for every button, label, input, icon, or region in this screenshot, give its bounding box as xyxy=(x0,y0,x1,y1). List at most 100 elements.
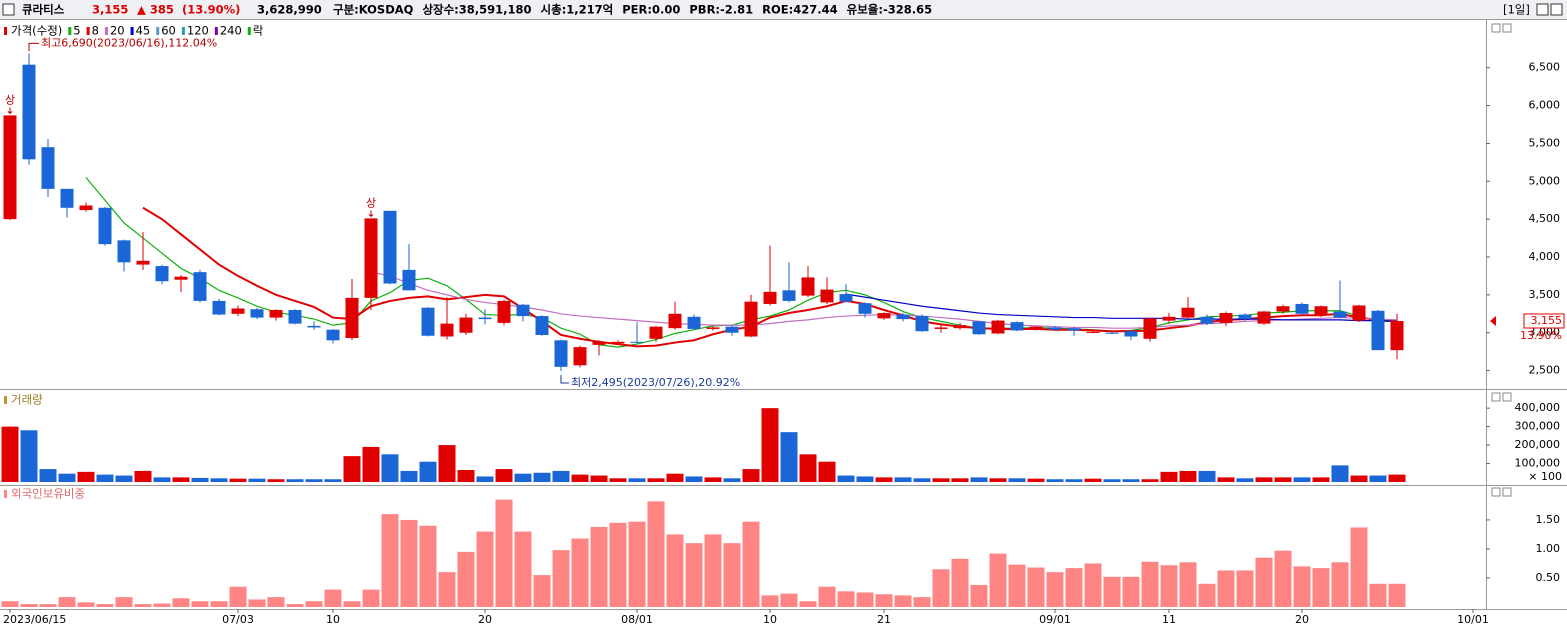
legend-mark xyxy=(104,27,108,35)
last-change: 13.90% xyxy=(1520,329,1562,342)
panel-button[interactable] xyxy=(1491,392,1501,402)
panel-buttons xyxy=(1491,23,1512,497)
bar xyxy=(1369,583,1387,607)
checkbox[interactable] xyxy=(2,3,15,16)
y-tick-label: 100,000 xyxy=(1515,457,1561,470)
bar xyxy=(1122,576,1140,607)
volume-bar xyxy=(457,470,475,482)
volume-bar xyxy=(1350,475,1368,482)
panel-button[interactable] xyxy=(1502,23,1512,33)
y-tick-label: 300,000 xyxy=(1515,420,1561,433)
x-tick-label: 21 xyxy=(877,613,891,626)
bar xyxy=(20,604,38,607)
bar xyxy=(1350,527,1368,607)
volume-bar xyxy=(723,478,741,482)
candle-body xyxy=(1143,318,1157,339)
candle-body xyxy=(497,300,511,323)
legend-entry: 60 xyxy=(161,24,176,38)
bar xyxy=(609,522,627,607)
bar xyxy=(1179,562,1197,607)
y-tick-label: 3,500 xyxy=(1529,288,1561,301)
bar xyxy=(1103,576,1121,607)
candle-body xyxy=(250,309,264,318)
limit-up-arrow xyxy=(7,107,13,115)
volume-bar xyxy=(742,469,760,482)
candle-body xyxy=(1390,320,1404,351)
bar xyxy=(666,534,684,607)
bar xyxy=(419,525,437,607)
candle-body xyxy=(516,304,530,317)
x-tick-label: 20 xyxy=(478,613,492,626)
bar xyxy=(172,598,190,607)
panel-button[interactable] xyxy=(1491,487,1501,497)
legend-mark xyxy=(247,27,251,35)
candle-body xyxy=(307,325,321,328)
candle-body xyxy=(136,260,150,265)
volume-bar xyxy=(20,430,38,482)
bar xyxy=(837,591,855,607)
candle-body xyxy=(1105,332,1119,334)
candle-body xyxy=(117,240,131,263)
legend-mark xyxy=(68,27,72,35)
volume-bar xyxy=(476,476,494,482)
volume-bar xyxy=(894,477,912,482)
bar xyxy=(58,597,76,607)
volume-bar xyxy=(1,426,19,482)
bar xyxy=(1027,567,1045,607)
legend-entry: 8 xyxy=(92,24,99,38)
candle-body xyxy=(174,276,188,280)
volume-bar xyxy=(704,477,722,482)
unit-label: × 100 xyxy=(1528,470,1562,483)
period[interactable]: [1일] xyxy=(1503,3,1530,17)
candle-body xyxy=(1314,306,1328,316)
candle-body xyxy=(1124,331,1138,337)
header-field: 상장수:38,591,180 xyxy=(422,3,531,17)
candle-body xyxy=(896,314,910,320)
bar xyxy=(1274,550,1292,607)
candle-body xyxy=(592,341,606,345)
candle-body xyxy=(858,303,872,314)
ma-line xyxy=(845,293,1398,322)
candle-body xyxy=(3,115,17,220)
window-button[interactable] xyxy=(1536,3,1549,16)
candle-body xyxy=(1162,316,1176,321)
candle-body xyxy=(383,210,397,284)
candle-body xyxy=(326,329,340,341)
candle-body xyxy=(1086,331,1100,333)
candle-body xyxy=(972,321,986,335)
candle-body xyxy=(1219,313,1233,323)
volume-bar xyxy=(932,478,950,482)
volume-bar xyxy=(1179,470,1197,482)
panel-button[interactable] xyxy=(1502,392,1512,402)
volume-bar xyxy=(1255,477,1273,482)
volume-bar xyxy=(1274,477,1292,482)
close-button[interactable] xyxy=(1550,3,1563,16)
header-field: 시총:1,217억 xyxy=(541,3,614,17)
candle-body xyxy=(801,277,815,296)
bar xyxy=(628,521,646,607)
last-price: 3,155 xyxy=(1531,314,1563,327)
volume-bar xyxy=(115,475,133,482)
volume-bar xyxy=(514,473,532,482)
legend-entry: 20 xyxy=(110,24,125,38)
header-field: 구분:KOSDAQ xyxy=(333,3,414,17)
limit-up-mark: 상 xyxy=(5,93,15,106)
candle-body xyxy=(193,272,207,301)
bar xyxy=(115,597,133,607)
bar xyxy=(1,601,19,607)
panel-button[interactable] xyxy=(1491,23,1501,33)
volume-bar xyxy=(1160,471,1178,482)
bar xyxy=(1160,565,1178,607)
panel-button[interactable] xyxy=(1502,487,1512,497)
candle-body xyxy=(554,340,568,367)
x-tick-label: 10 xyxy=(326,613,340,626)
y-tick-label: 1.00 xyxy=(1536,542,1561,555)
last-price-box xyxy=(1523,313,1565,329)
volume-bar xyxy=(1369,475,1387,482)
candle-body xyxy=(1352,305,1366,321)
bar xyxy=(134,604,152,607)
volume-bar xyxy=(666,473,684,482)
y-tick-label: 6,500 xyxy=(1529,61,1561,74)
legend-entry: 5 xyxy=(73,24,80,38)
volume-bar xyxy=(134,470,152,482)
